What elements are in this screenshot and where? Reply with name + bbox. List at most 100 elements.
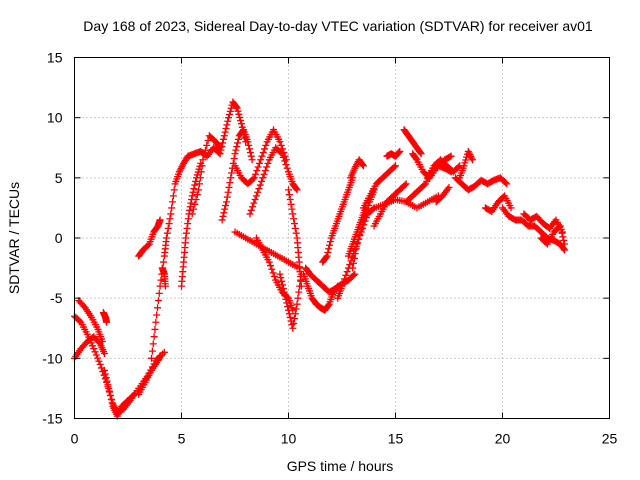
data-point [233, 104, 241, 112]
data-point [161, 282, 169, 290]
data-point [189, 205, 197, 213]
data-point [253, 167, 261, 175]
data-point [227, 104, 235, 112]
data-point [188, 192, 196, 200]
data-point [501, 179, 509, 187]
data-point [558, 229, 566, 237]
data-point [257, 156, 265, 164]
data-point [362, 209, 370, 217]
data-point [191, 181, 199, 189]
data-point [252, 192, 260, 200]
y-tick-label: -15 [42, 411, 62, 427]
series-track-o [246, 144, 301, 218]
series-track-f [135, 352, 164, 398]
data-point [219, 135, 227, 143]
series-track-ai [432, 183, 453, 206]
data-point [359, 216, 367, 224]
data-point [560, 236, 568, 244]
data-point [106, 392, 114, 400]
data-point [290, 220, 298, 228]
series-track-c [75, 297, 106, 345]
data-point [170, 186, 178, 194]
data-point [288, 205, 296, 213]
x-tick-label: 0 [71, 431, 79, 447]
data-point [503, 180, 511, 188]
data-point [350, 259, 358, 267]
series-track-t [299, 270, 342, 314]
data-point [164, 224, 172, 232]
data-point [290, 319, 298, 327]
data-point [277, 149, 285, 157]
data-point [295, 288, 303, 296]
data-point [222, 202, 230, 210]
data-point [338, 282, 346, 290]
data-point [105, 384, 113, 392]
data-point [507, 204, 515, 212]
series-track-ah [424, 156, 464, 182]
data-point [293, 186, 301, 194]
data-point [324, 248, 332, 256]
data-point [279, 281, 287, 289]
data-point [169, 198, 177, 206]
data-point [151, 325, 159, 333]
data-point [244, 138, 252, 146]
series-track-h [135, 216, 164, 260]
data-point [225, 183, 233, 191]
series-track-ac [383, 147, 404, 160]
data-point [356, 230, 364, 238]
x-tick-label: 25 [602, 431, 618, 447]
data-point [245, 141, 253, 149]
data-point [198, 162, 206, 170]
data-point [246, 210, 254, 218]
data-point [339, 279, 347, 287]
data-point [224, 117, 232, 125]
series-track-d [99, 309, 111, 326]
data-point [218, 216, 226, 224]
data-point [196, 174, 204, 182]
data-point [100, 350, 108, 358]
data-point [269, 269, 277, 277]
data-point [237, 120, 245, 128]
data-point [279, 285, 287, 293]
data-point [358, 221, 366, 229]
data-point [223, 121, 231, 129]
data-point [168, 204, 176, 212]
y-tick-label: 15 [47, 50, 63, 66]
data-point [343, 268, 351, 276]
data-point [325, 245, 333, 253]
data-point [324, 301, 332, 309]
x-tick-label: 20 [495, 431, 511, 447]
data-point [323, 252, 331, 260]
data-point [395, 148, 403, 156]
data-point [188, 210, 196, 218]
data-point [228, 169, 236, 177]
data-series [71, 98, 569, 420]
data-point [225, 111, 233, 119]
data-point [226, 107, 234, 115]
series-track-v [319, 174, 357, 266]
data-point [230, 155, 238, 163]
data-point [292, 229, 300, 237]
data-point [289, 210, 297, 218]
data-point [447, 152, 455, 160]
data-point [222, 124, 230, 132]
data-point [420, 181, 428, 189]
data-point [201, 146, 209, 154]
data-point [249, 175, 257, 183]
data-point [222, 198, 230, 206]
chart-title: Day 168 of 2023, Sidereal Day-to-day VTE… [83, 18, 593, 34]
data-point [193, 191, 201, 199]
data-point [156, 352, 164, 360]
data-point [556, 222, 564, 230]
data-point [160, 258, 168, 266]
series-track-ao [537, 222, 569, 248]
data-point [90, 345, 98, 353]
grid [74, 57, 610, 419]
y-tick-label: -10 [42, 350, 62, 366]
data-point [219, 212, 227, 220]
data-point [199, 156, 207, 164]
data-point [341, 275, 349, 283]
data-point [92, 351, 100, 359]
data-point [106, 388, 114, 396]
data-point [76, 317, 84, 325]
